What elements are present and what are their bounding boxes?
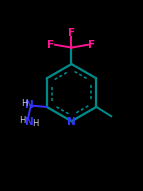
Text: N: N (25, 117, 34, 127)
Text: F: F (88, 40, 96, 50)
Text: N: N (67, 117, 76, 127)
Text: F: F (68, 28, 75, 38)
Text: N: N (25, 100, 34, 110)
Text: H: H (32, 119, 38, 128)
Text: H: H (21, 99, 27, 108)
Text: F: F (47, 40, 55, 50)
Text: H: H (19, 116, 25, 125)
